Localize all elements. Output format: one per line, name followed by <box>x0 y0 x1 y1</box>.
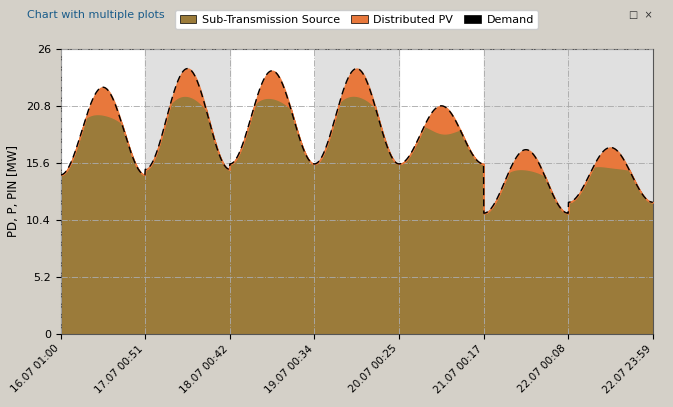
Text: Chart with multiple plots: Chart with multiple plots <box>27 10 164 20</box>
Bar <box>314 49 399 334</box>
Bar <box>145 49 230 334</box>
Text: □  ×: □ × <box>629 10 653 20</box>
Y-axis label: PD, P, PIN [MW]: PD, P, PIN [MW] <box>7 145 20 237</box>
Legend: Sub-Transmission Source, Distributed PV, Demand: Sub-Transmission Source, Distributed PV,… <box>175 10 538 29</box>
Bar <box>484 49 569 334</box>
Bar <box>569 49 653 334</box>
